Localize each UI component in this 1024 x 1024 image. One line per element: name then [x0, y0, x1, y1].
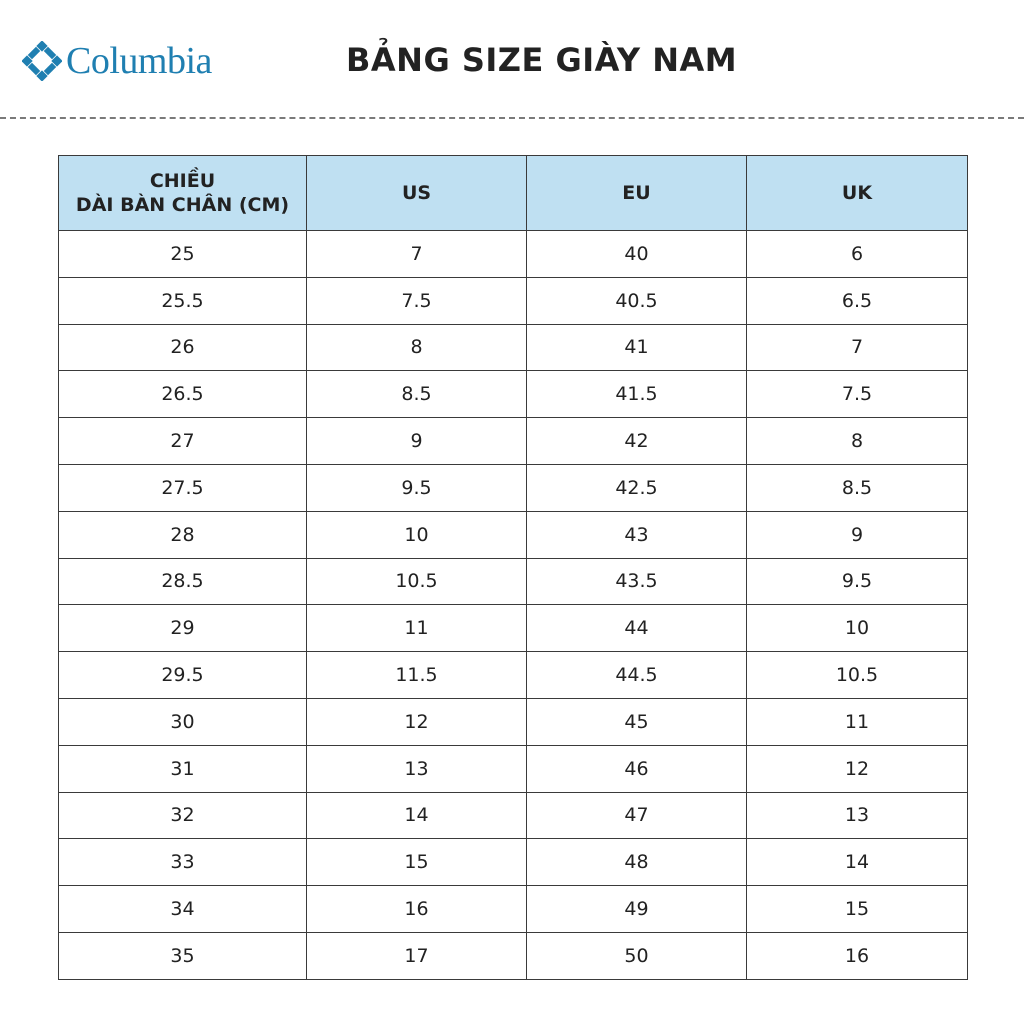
uk-cell: 15	[746, 885, 968, 933]
eu-cell: 43	[526, 510, 747, 559]
uk-cell: 6.5	[746, 276, 968, 325]
size-chart-table: CHIỀU DÀI BÀN CHÂN (CM) US EU UK 25 7 40 6 2…	[58, 155, 968, 980]
table-row: 35 17 50 16	[58, 931, 968, 980]
uk-cell: 9	[746, 510, 968, 559]
uk-cell: 8.5	[746, 463, 968, 512]
us-cell: 8.5	[306, 370, 527, 419]
header-uk: UK	[746, 155, 968, 231]
table-row: 27.5 9.5 42.5 8.5	[58, 463, 968, 512]
table-row: 32 14 47 13	[58, 791, 968, 840]
table-row: 28 10 43 9	[58, 510, 968, 559]
foot-length-cell: 27	[58, 417, 307, 465]
us-cell: 10.5	[306, 557, 527, 606]
uk-cell: 10	[746, 604, 968, 653]
page-header: Columbia BẢNG SIZE GIÀY NAM	[0, 0, 1024, 118]
table-row: 25.5 7.5 40.5 6.5	[58, 276, 968, 325]
eu-cell: 40	[526, 230, 747, 278]
uk-cell: 11	[746, 697, 968, 746]
foot-length-cell: 26.5	[58, 370, 307, 419]
us-cell: 16	[306, 885, 527, 933]
table-row: 29.5 11.5 44.5 10.5	[58, 651, 968, 699]
table-row: 26.5 8.5 41.5 7.5	[58, 370, 968, 419]
foot-length-cell: 25.5	[58, 276, 307, 325]
us-cell: 9.5	[306, 463, 527, 512]
uk-cell: 7.5	[746, 370, 968, 419]
us-cell: 13	[306, 744, 527, 793]
eu-cell: 48	[526, 838, 747, 887]
dashed-divider	[0, 117, 1024, 119]
foot-length-cell: 33	[58, 838, 307, 887]
header-us: US	[306, 155, 527, 231]
eu-cell: 49	[526, 885, 747, 933]
uk-cell: 16	[746, 931, 968, 980]
uk-cell: 6	[746, 230, 968, 278]
foot-length-cell: 27.5	[58, 463, 307, 512]
table-row: 34 16 49 15	[58, 885, 968, 933]
foot-length-cell: 31	[58, 744, 307, 793]
eu-cell: 43.5	[526, 557, 747, 606]
header-foot-length-line2: DÀI BÀN CHÂN (CM)	[75, 194, 290, 216]
foot-length-cell: 35	[58, 931, 307, 980]
us-cell: 11	[306, 604, 527, 653]
us-cell: 9	[306, 417, 527, 465]
eu-cell: 41.5	[526, 370, 747, 419]
table-header-row: CHIỀU DÀI BÀN CHÂN (CM) US EU UK	[58, 155, 968, 231]
brand-name: Columbia	[66, 40, 212, 82]
table-row: 27 9 42 8	[58, 417, 968, 465]
us-cell: 17	[306, 931, 527, 980]
brand-logo: Columbia	[22, 36, 212, 86]
foot-length-cell: 28.5	[58, 557, 307, 606]
eu-cell: 46	[526, 744, 747, 793]
table-row: 31 13 46 12	[58, 744, 968, 793]
foot-length-cell: 28	[58, 510, 307, 559]
foot-length-cell: 29.5	[58, 651, 307, 699]
us-cell: 11.5	[306, 651, 527, 699]
page-title: BẢNG SIZE GIÀY NAM	[346, 41, 738, 79]
columbia-diamond-icon	[22, 41, 62, 81]
eu-cell: 42.5	[526, 463, 747, 512]
uk-cell: 10.5	[746, 651, 968, 699]
table-row: 29 11 44 10	[58, 604, 968, 653]
table-row: 30 12 45 11	[58, 697, 968, 746]
table-row: 25 7 40 6	[58, 230, 968, 278]
eu-cell: 41	[526, 323, 747, 372]
foot-length-cell: 29	[58, 604, 307, 653]
eu-cell: 40.5	[526, 276, 747, 325]
eu-cell: 47	[526, 791, 747, 840]
table-row: 28.5 10.5 43.5 9.5	[58, 557, 968, 606]
foot-length-cell: 26	[58, 323, 307, 372]
uk-cell: 7	[746, 323, 968, 372]
eu-cell: 50	[526, 931, 747, 980]
eu-cell: 44	[526, 604, 747, 653]
uk-cell: 12	[746, 744, 968, 793]
header-foot-length: CHIỀU DÀI BÀN CHÂN (CM)	[58, 155, 307, 231]
eu-cell: 42	[526, 417, 747, 465]
table-body: 25 7 40 6 25.5 7.5 40.5 6.5 26 8 41 7 26.5 8.5 41.5 7.5…	[58, 230, 968, 980]
uk-cell: 9.5	[746, 557, 968, 606]
us-cell: 7	[306, 230, 527, 278]
foot-length-cell: 34	[58, 885, 307, 933]
eu-cell: 44.5	[526, 651, 747, 699]
foot-length-cell: 25	[58, 230, 307, 278]
header-eu: EU	[526, 155, 747, 231]
table-row: 26 8 41 7	[58, 323, 968, 372]
us-cell: 8	[306, 323, 527, 372]
foot-length-cell: 30	[58, 697, 307, 746]
foot-length-cell: 32	[58, 791, 307, 840]
us-cell: 15	[306, 838, 527, 887]
us-cell: 14	[306, 791, 527, 840]
table-row: 33 15 48 14	[58, 838, 968, 887]
us-cell: 12	[306, 697, 527, 746]
uk-cell: 14	[746, 838, 968, 887]
us-cell: 7.5	[306, 276, 527, 325]
uk-cell: 13	[746, 791, 968, 840]
uk-cell: 8	[746, 417, 968, 465]
eu-cell: 45	[526, 697, 747, 746]
us-cell: 10	[306, 510, 527, 559]
header-foot-length-line1: CHIỀU	[149, 170, 216, 192]
